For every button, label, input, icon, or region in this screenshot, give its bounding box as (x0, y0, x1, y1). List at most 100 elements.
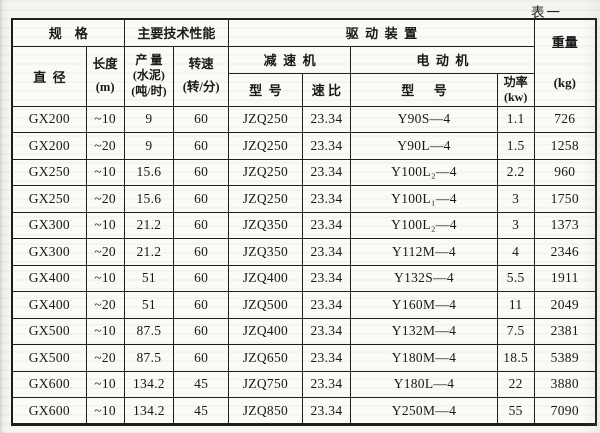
table-cell: ~20 (85, 344, 125, 372)
table-cell: 7090 (533, 397, 597, 425)
table-cell: 60 (173, 211, 230, 239)
table-cell: 23.34 (301, 158, 352, 186)
table-cell: Y90L—4 (350, 132, 498, 160)
table-row: GX250 ~10 15.6 60 JZQ250 23.34 Y100L₂—4 2.2 960 (11, 158, 597, 186)
table-label: 表一 (531, 5, 562, 20)
table-body: GX200 ~10 9 60 JZQ250 23.34 Y90S—4 1.1 726 GX200 ~… (11, 105, 597, 425)
table-cell: GX600 (11, 397, 87, 425)
table-cell: Y180M—4 (350, 344, 498, 372)
table-cell: 51 (123, 264, 175, 292)
table-cell: 23.34 (301, 317, 352, 345)
table-cell: 18.5 (496, 344, 535, 372)
table-cell: GX500 (11, 317, 87, 345)
header-reducer-model: 型 号 (228, 72, 303, 107)
table-cell: ~10 (85, 397, 125, 425)
table-cell: 2.2 (496, 158, 535, 186)
table-cell: 22 (496, 370, 535, 398)
table-cell: 15.6 (123, 158, 175, 186)
table-cell: 11 (496, 291, 535, 319)
header-row-3: 型 号 速 比 型 号 功率 (kw) (12, 72, 596, 107)
table-cell: 21.2 (123, 238, 175, 266)
table-cell: GX300 (11, 211, 87, 239)
table-cell: 23.34 (301, 397, 352, 425)
table-cell: Y132M—4 (350, 317, 498, 345)
header-spec: 规 格 (11, 18, 125, 47)
table-cell: 2049 (533, 291, 597, 319)
table-cell: 23.34 (301, 291, 352, 319)
table-cell: 15.6 (123, 185, 175, 213)
table-cell: JZQ400 (228, 264, 303, 292)
table-cell: Y160M—4 (350, 291, 498, 319)
table-row: GX300 ~10 21.2 60 JZQ350 23.34 Y100L₂—4 3 1373 (11, 211, 597, 239)
table-cell: 5.5 (496, 264, 535, 292)
table-cell: 3 (496, 211, 535, 239)
table-cell: Y112M—4 (350, 238, 498, 266)
header-ratio: 速 比 (301, 72, 352, 107)
header-motor: 电 动 机 (350, 45, 535, 74)
table-cell: 60 (173, 238, 230, 266)
table-cell: 1258 (533, 132, 597, 160)
table-cell: ~10 (85, 317, 125, 345)
table-cell: 23.34 (301, 264, 352, 292)
table-cell: GX200 (11, 105, 87, 133)
table-cell: JZQ500 (228, 291, 303, 319)
table-cell: 51 (123, 291, 175, 319)
table-cell: ~10 (85, 105, 125, 133)
table-cell: 1750 (533, 185, 597, 213)
table-cell: 45 (173, 370, 230, 398)
table-cell: 2381 (533, 317, 597, 345)
table-row: GX250 ~20 15.6 60 JZQ250 23.34 Y100L₁—4 3 1750 (11, 185, 597, 213)
table-cell: JZQ250 (228, 185, 303, 213)
table-cell: 60 (173, 291, 230, 319)
table-header: 规 格 主要技术性能 驱 动 装 置 重量 (kg) 直 径 长度 (m) 产 … (11, 18, 597, 107)
table-cell: 134.2 (123, 370, 175, 398)
table-cell: 1.1 (496, 105, 535, 133)
header-row-2: 直 径 长度 (m) 产 量 (水泥) (吨/时) 转速 (转/分) 减 速 机… (11, 45, 596, 107)
table-row: GX600 ~10 134.2 45 JZQ850 23.34 Y250M—4 55 7090 (11, 397, 597, 425)
table-cell: 23.34 (301, 132, 352, 160)
header-drive: 驱 动 装 置 (228, 18, 535, 47)
header-length: 长度 (m) (85, 45, 125, 107)
table-cell: 60 (173, 185, 230, 213)
table-cell: ~20 (85, 291, 125, 319)
table-row: GX500 ~10 87.5 60 JZQ400 23.34 Y132M—4 7.5 2381 (11, 317, 597, 345)
table-cell: 1911 (533, 264, 597, 292)
table-cell: GX250 (11, 158, 87, 186)
table-row: GX400 ~10 51 60 JZQ400 23.34 Y132S—4 5.5 1911 (11, 264, 597, 292)
table-cell: 23.34 (301, 238, 352, 266)
table-row: GX600 ~10 134.2 45 JZQ750 23.34 Y180L—4 22 3880 (11, 370, 597, 398)
table-cell: 134.2 (123, 397, 175, 425)
header-weight: 重量 (kg) (533, 18, 597, 107)
table-cell: 55 (496, 397, 535, 425)
header-motor-model: 型 号 (350, 72, 498, 107)
table-cell: Y90S—4 (350, 105, 498, 133)
header-power: 功率 (kw) (496, 72, 535, 107)
table-cell: GX400 (11, 291, 87, 319)
table-cell: JZQ350 (228, 238, 303, 266)
table-cell: Y100L₁—4 (350, 185, 498, 213)
header-row-1: 规 格 主要技术性能 驱 动 装 置 重量 (kg) (11, 18, 597, 107)
table-cell: GX400 (11, 264, 87, 292)
table-cell: ~10 (85, 370, 125, 398)
table-cell: JZQ250 (228, 132, 303, 160)
table-cell: 60 (173, 344, 230, 372)
table-cell: 23.34 (301, 185, 352, 213)
table-cell: JZQ750 (228, 370, 303, 398)
table-cell: 960 (533, 158, 597, 186)
table-cell: 23.34 (301, 370, 352, 398)
table-cell: JZQ250 (228, 105, 303, 133)
header-diameter: 直 径 (11, 45, 87, 107)
table-cell: ~20 (85, 132, 125, 160)
table-cell: JZQ400 (228, 317, 303, 345)
table-cell: Y100L₂—4 (350, 211, 498, 239)
table-row: GX500 ~20 87.5 60 JZQ650 23.34 Y180M—4 18.5 5389 (11, 344, 597, 372)
table-cell: 45 (173, 397, 230, 425)
table-cell: 60 (173, 158, 230, 186)
table-cell: Y100L₂—4 (350, 158, 498, 186)
table-cell: JZQ850 (228, 397, 303, 425)
table-row: GX300 ~20 21.2 60 JZQ350 23.34 Y112M—4 4 2346 (11, 238, 597, 266)
table-cell: 23.34 (301, 344, 352, 372)
table-row: GX400 ~20 51 60 JZQ500 23.34 Y160M—4 11 2049 (11, 291, 597, 319)
table-row: GX200 ~20 9 60 JZQ250 23.34 Y90L—4 1.5 1258 (11, 132, 597, 160)
table-cell: GX250 (11, 185, 87, 213)
